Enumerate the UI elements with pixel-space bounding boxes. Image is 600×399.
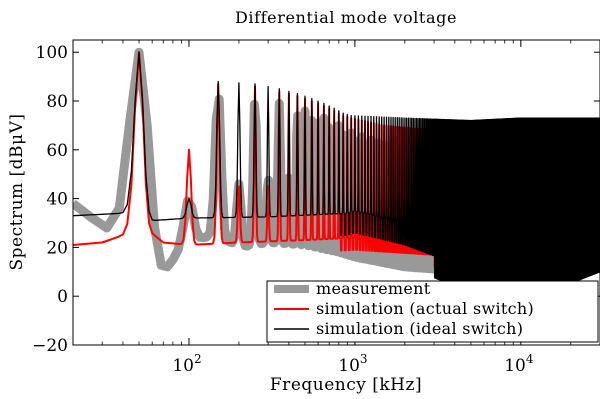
legend-label-measurement: measurement (316, 279, 431, 298)
series-line-2 (73, 51, 600, 317)
legend-label-ideal-switch: simulation (ideal switch) (316, 319, 523, 338)
x-tick-label: 102 (172, 352, 201, 376)
y-tick-label: −20 (32, 336, 68, 356)
series-layer (73, 47, 600, 317)
x-tick-label: 103 (338, 352, 367, 376)
plot-frame (72, 39, 600, 346)
y-axis-label: Spectrum [dBμV] (7, 113, 27, 270)
y-tick-label: 60 (46, 141, 68, 161)
legend-label-actual-switch: simulation (actual switch) (316, 299, 534, 318)
y-tick-label: 80 (46, 92, 68, 112)
legend-box (266, 280, 599, 343)
chart-title: Differential mode voltage (235, 8, 457, 27)
series-2 (73, 51, 600, 317)
legend: measurement simulation (actual switch) s… (266, 279, 599, 343)
y-tick-label: 100 (36, 43, 68, 63)
y-tick-label: 20 (46, 238, 68, 258)
y-tick-label: 40 (46, 190, 68, 210)
x-axis-label: Frequency [kHz] (270, 375, 422, 395)
ticks-layer: −20 0 20 40 60 80 100 102 103 104 (32, 40, 600, 376)
y-tick-label: 0 (57, 287, 68, 307)
x-tick-label: 104 (504, 352, 534, 376)
